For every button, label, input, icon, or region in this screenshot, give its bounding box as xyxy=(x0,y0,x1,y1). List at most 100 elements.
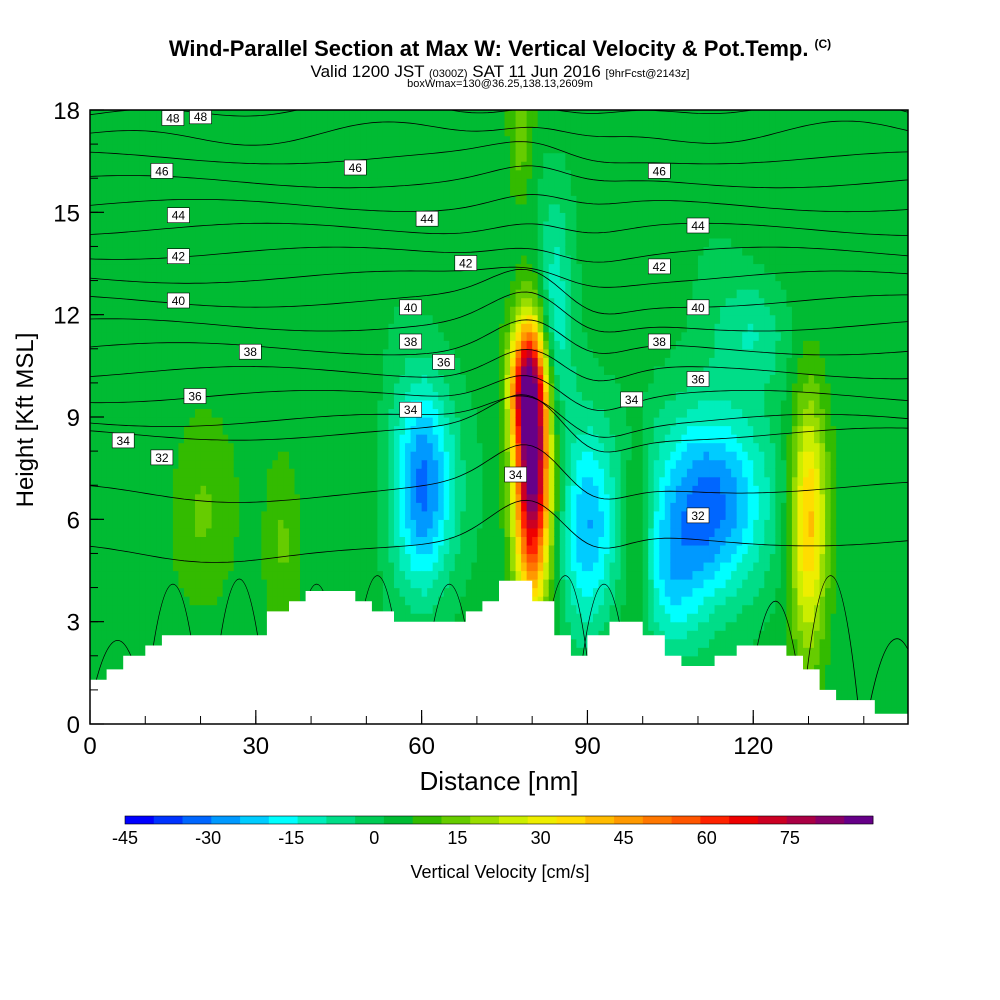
velocity-cell xyxy=(360,459,367,469)
velocity-cell xyxy=(311,579,318,589)
velocity-cell xyxy=(134,348,141,358)
velocity-cell xyxy=(101,468,108,478)
velocity-cell xyxy=(327,118,334,128)
velocity-cell xyxy=(443,544,450,555)
velocity-cell xyxy=(449,331,456,341)
velocity-cell xyxy=(217,348,224,358)
velocity-cell xyxy=(90,451,97,461)
velocity-cell xyxy=(311,570,318,580)
velocity-cell xyxy=(139,237,146,248)
velocity-cell xyxy=(172,570,180,580)
velocity-cell xyxy=(255,331,262,341)
velocity-cell xyxy=(266,391,273,401)
velocity-cell xyxy=(349,561,356,572)
velocity-cell xyxy=(239,237,246,248)
velocity-cell xyxy=(90,655,97,665)
velocity-cell xyxy=(294,536,301,546)
velocity-cell xyxy=(178,604,185,614)
velocity-cell xyxy=(178,306,185,316)
velocity-cell xyxy=(172,357,180,367)
velocity-cell xyxy=(239,510,246,520)
velocity-cell xyxy=(344,365,351,375)
velocity-cell xyxy=(322,561,329,572)
velocity-cell xyxy=(211,220,218,230)
velocity-cell xyxy=(272,391,279,401)
velocity-cell xyxy=(106,186,113,196)
velocity-cell xyxy=(300,417,307,427)
velocity-cell xyxy=(366,579,373,589)
velocity-cell xyxy=(405,493,412,503)
velocity-cell xyxy=(233,510,240,520)
velocity-cell xyxy=(371,246,379,256)
velocity-cell xyxy=(355,527,362,537)
velocity-cell xyxy=(261,536,268,546)
velocity-cell xyxy=(123,647,130,657)
velocity-cell xyxy=(454,510,461,520)
velocity-cell xyxy=(371,527,379,537)
velocity-cell xyxy=(432,434,439,444)
velocity-cell xyxy=(382,468,390,478)
velocity-cell xyxy=(277,178,285,188)
velocity-cell xyxy=(161,476,168,486)
velocity-cell xyxy=(261,365,268,375)
velocity-cell xyxy=(355,323,362,333)
velocity-cell xyxy=(382,348,390,358)
velocity-cell xyxy=(316,195,323,205)
velocity-cell xyxy=(222,203,229,213)
velocity-cell xyxy=(377,331,384,341)
velocity-cell xyxy=(322,178,329,188)
velocity-cell xyxy=(206,561,213,572)
velocity-cell xyxy=(200,186,207,196)
velocity-cell xyxy=(432,596,439,606)
velocity-cell xyxy=(421,459,428,469)
velocity-cell xyxy=(156,391,163,401)
velocity-cell xyxy=(156,280,163,290)
velocity-cell xyxy=(344,468,351,478)
velocity-cell xyxy=(156,331,163,341)
velocity-cell xyxy=(178,587,185,597)
velocity-cell xyxy=(460,178,467,188)
velocity-cell xyxy=(233,186,240,196)
velocity-cell xyxy=(150,468,157,478)
velocity-cell xyxy=(399,587,406,597)
velocity-cell xyxy=(261,485,268,495)
velocity-cell xyxy=(371,340,379,350)
velocity-cell xyxy=(134,442,141,452)
velocity-cell xyxy=(443,161,450,171)
velocity-cell xyxy=(134,186,141,196)
velocity-cell xyxy=(427,314,434,324)
velocity-cell xyxy=(95,297,102,307)
velocity-cell xyxy=(117,331,124,341)
velocity-cell xyxy=(454,374,461,384)
velocity-cell xyxy=(355,263,362,273)
velocity-cell xyxy=(134,493,141,503)
velocity-cell xyxy=(322,485,329,495)
velocity-cell xyxy=(206,604,213,614)
velocity-cell xyxy=(393,127,401,137)
velocity-cell xyxy=(277,289,285,299)
velocity-cell xyxy=(250,212,257,222)
velocity-cell xyxy=(333,468,340,478)
velocity-cell xyxy=(95,579,102,589)
velocity-cell xyxy=(200,340,207,350)
velocity-cell xyxy=(333,527,340,537)
velocity-cell xyxy=(338,272,345,282)
velocity-cell xyxy=(427,254,434,265)
velocity-cell xyxy=(156,536,163,546)
velocity-cell xyxy=(294,203,301,213)
velocity-cell xyxy=(333,254,340,265)
velocity-cell xyxy=(117,519,124,529)
velocity-cell xyxy=(266,127,273,137)
velocity-cell xyxy=(145,331,152,341)
velocity-cell xyxy=(117,289,124,299)
velocity-cell xyxy=(366,229,373,239)
velocity-cell xyxy=(388,553,395,563)
velocity-cell xyxy=(283,127,290,137)
velocity-cell xyxy=(360,254,367,265)
velocity-cell xyxy=(471,579,478,589)
velocity-cell xyxy=(460,587,467,597)
velocity-cell xyxy=(217,152,224,162)
velocity-cell xyxy=(200,357,207,367)
velocity-cell xyxy=(416,152,423,162)
velocity-cell xyxy=(134,417,141,427)
